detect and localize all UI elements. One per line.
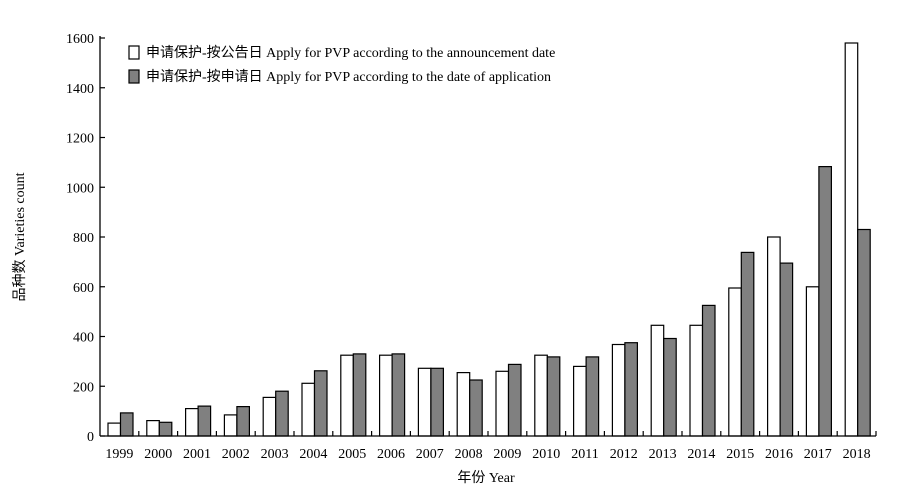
bar-announcement-2008 — [456, 372, 471, 437]
bar-application-2009 — [507, 363, 522, 437]
x-tick-label: 2002 — [222, 447, 250, 462]
bar-announcement-2001 — [185, 408, 199, 437]
bar-application-2018 — [857, 228, 871, 437]
y-tick-label: 1000 — [66, 181, 94, 196]
y-tick-label: 600 — [73, 281, 94, 296]
bar-application-2006 — [391, 353, 406, 437]
bar-application-2013 — [663, 337, 677, 437]
y-tick-label: 200 — [73, 380, 94, 395]
y-tick-label: 1400 — [66, 82, 94, 97]
x-axis-title: 年份 Year — [457, 470, 515, 486]
x-tick-label: 2007 — [416, 447, 444, 462]
y-tick-label: 0 — [87, 430, 94, 445]
bar-application-2010 — [546, 356, 561, 437]
y-tick-label: 1600 — [66, 32, 94, 47]
x-tick-label: 2004 — [299, 447, 327, 462]
bar-announcement-2000 — [146, 420, 160, 437]
bar-application-2015 — [740, 251, 755, 437]
bar-announcement-2018 — [844, 42, 859, 437]
bar-announcement-2002 — [223, 414, 238, 437]
bar-announcement-2011 — [572, 365, 587, 437]
bar-announcement-2016 — [766, 236, 781, 437]
x-ticks-group: 1999 2000 2001 2002 2003 2004 2005 2006 2007 2008… — [105, 431, 877, 462]
legend-swatch — [128, 69, 140, 84]
bar-application-2017 — [818, 166, 833, 437]
x-tick-label: 2014 — [687, 447, 715, 462]
bar-application-2014 — [701, 304, 716, 437]
x-tick-label: 2015 — [726, 447, 754, 462]
bar-application-2008 — [469, 379, 483, 437]
bar-announcement-2006 — [379, 354, 393, 437]
bar-application-2005 — [352, 353, 367, 437]
bar-application-2000 — [158, 421, 173, 437]
axes-group — [99, 36, 876, 437]
y-tick-label: 1200 — [66, 132, 94, 147]
x-tick-label: 2005 — [338, 447, 366, 462]
bar-announcement-2004 — [301, 382, 316, 437]
x-tick-label: 2011 — [571, 447, 598, 462]
x-tick-label: 2000 — [144, 447, 172, 462]
bar-application-2007 — [430, 367, 444, 437]
bars-group — [107, 42, 871, 437]
y-tick-label: 400 — [73, 331, 94, 346]
legend-label: 申请保护-按申请日 Apply for PVP according to the… — [146, 69, 551, 85]
bar-announcement-2010 — [534, 354, 548, 437]
legend-label: 申请保护-按公告日 Apply for PVP according to the… — [146, 45, 555, 61]
bar-announcement-1999 — [107, 422, 122, 437]
x-tick-label: 2003 — [261, 447, 289, 462]
bar-application-1999 — [119, 412, 134, 437]
x-tick-label: 2012 — [610, 447, 638, 462]
bar-application-2011 — [585, 356, 600, 437]
bar-application-2012 — [624, 342, 639, 437]
x-tick-label: 2001 — [183, 447, 211, 462]
x-tick-label: 2017 — [804, 447, 832, 462]
x-tick-label: 2009 — [493, 447, 521, 462]
legend: 申请保护-按公告日 Apply for PVP according to the… — [128, 45, 555, 85]
x-tick-label: 2016 — [765, 447, 793, 462]
x-tick-label: 2018 — [843, 447, 871, 462]
y-ticks-group: 0 200 400 600 800 1000 1200 1400 1600 — [66, 32, 105, 445]
x-tick-label: 2013 — [649, 447, 677, 462]
bar-application-2002 — [236, 406, 250, 437]
x-tick-label: 2010 — [532, 447, 560, 462]
bar-announcement-2014 — [689, 324, 704, 437]
bar-announcement-2017 — [805, 286, 820, 437]
bar-announcement-2012 — [611, 343, 626, 437]
y-tick-label: 800 — [73, 231, 94, 246]
x-tick-label: 2008 — [455, 447, 483, 462]
bar-announcement-2005 — [340, 354, 354, 437]
bar-announcement-2003 — [262, 396, 277, 437]
x-tick-label: 1999 — [105, 447, 133, 462]
y-axis-title: 品种数 Varieties count — [12, 172, 28, 301]
bar-announcement-2013 — [650, 324, 665, 437]
bar-application-2004 — [313, 370, 328, 437]
bar-announcement-2007 — [417, 367, 432, 437]
bar-announcement-2009 — [495, 370, 510, 437]
bar-application-2016 — [779, 262, 794, 437]
legend-swatch — [128, 45, 140, 60]
bar-application-2003 — [275, 390, 289, 437]
bar-application-2001 — [197, 405, 212, 437]
bar-announcement-2015 — [728, 287, 742, 437]
x-tick-label: 2006 — [377, 447, 405, 462]
